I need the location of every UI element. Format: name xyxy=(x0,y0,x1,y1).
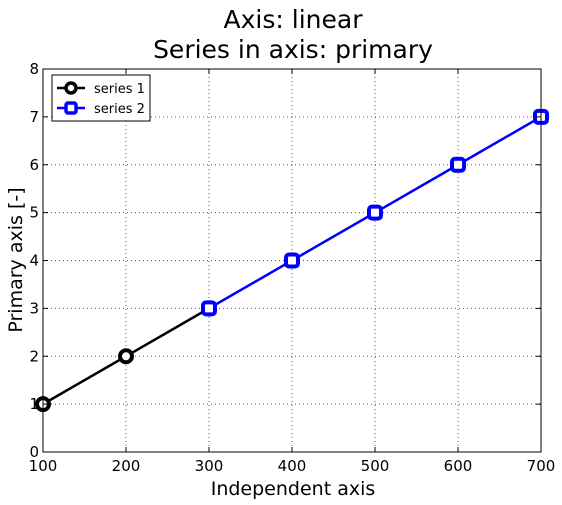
legend-entry: series 2 xyxy=(57,101,145,117)
ticks-layer: 100 200 300 400 500 600 700 0 1 2 3 4 5 6 7 8 xyxy=(29,60,556,475)
y-tick-label: 8 xyxy=(29,60,39,78)
data-point-marker xyxy=(284,252,300,269)
x-axis-label: Independent axis xyxy=(211,478,376,500)
y-tick-label: 1 xyxy=(29,395,39,413)
legend-marker xyxy=(64,101,78,115)
y-tick-label: 7 xyxy=(29,108,39,126)
y-tick-label: 5 xyxy=(29,204,39,222)
y-tick-label: 3 xyxy=(29,299,39,317)
y-tick-label: 2 xyxy=(29,347,39,365)
data-point-marker xyxy=(118,348,134,365)
data-point-marker xyxy=(201,300,217,317)
data-point-marker xyxy=(450,156,466,173)
legend-label: series 1 xyxy=(94,82,145,97)
legend-marker xyxy=(64,81,78,95)
series-layer xyxy=(35,108,549,413)
legend: series 1 series 2 xyxy=(51,74,151,122)
x-tick-label: 300 xyxy=(195,457,224,475)
x-tick-label: 600 xyxy=(444,457,473,475)
chart-title: Axis: linear xyxy=(224,5,364,34)
y-axis-label: Primary axis [-] xyxy=(5,187,27,332)
series-2 xyxy=(201,108,549,317)
x-tick-label: 500 xyxy=(361,457,390,475)
legend-entry: series 1 xyxy=(57,81,145,97)
chart-subtitle: Series in axis: primary xyxy=(153,35,433,64)
legend-label: series 2 xyxy=(94,102,145,117)
x-tick-label: 400 xyxy=(278,457,307,475)
x-tick-label: 100 xyxy=(29,457,58,475)
y-tick-label: 4 xyxy=(29,252,39,270)
x-tick-label: 700 xyxy=(527,457,556,475)
y-tick-label: 6 xyxy=(29,156,39,174)
y-tick-label: 0 xyxy=(29,443,39,461)
data-point-marker xyxy=(367,204,383,221)
x-tick-label: 200 xyxy=(112,457,141,475)
